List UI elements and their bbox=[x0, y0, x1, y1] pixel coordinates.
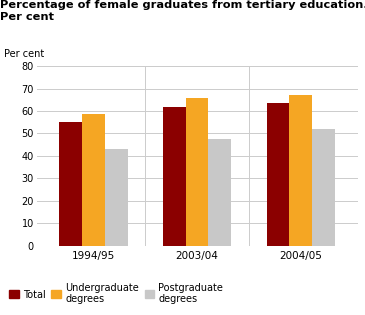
Bar bbox=[312, 129, 335, 246]
Bar bbox=[266, 103, 289, 246]
Bar bbox=[186, 98, 208, 246]
Bar bbox=[59, 122, 82, 246]
Bar bbox=[163, 106, 186, 246]
Text: Percentage of female graduates from tertiary education.
Per cent: Percentage of female graduates from tert… bbox=[0, 0, 365, 22]
Bar bbox=[105, 149, 128, 246]
Legend: Total, Undergraduate
degrees, Postgraduate
degrees: Total, Undergraduate degrees, Postgradua… bbox=[9, 283, 223, 305]
Text: Per cent: Per cent bbox=[4, 49, 45, 59]
Bar bbox=[289, 95, 312, 246]
Bar bbox=[82, 114, 105, 246]
Bar bbox=[208, 139, 231, 246]
